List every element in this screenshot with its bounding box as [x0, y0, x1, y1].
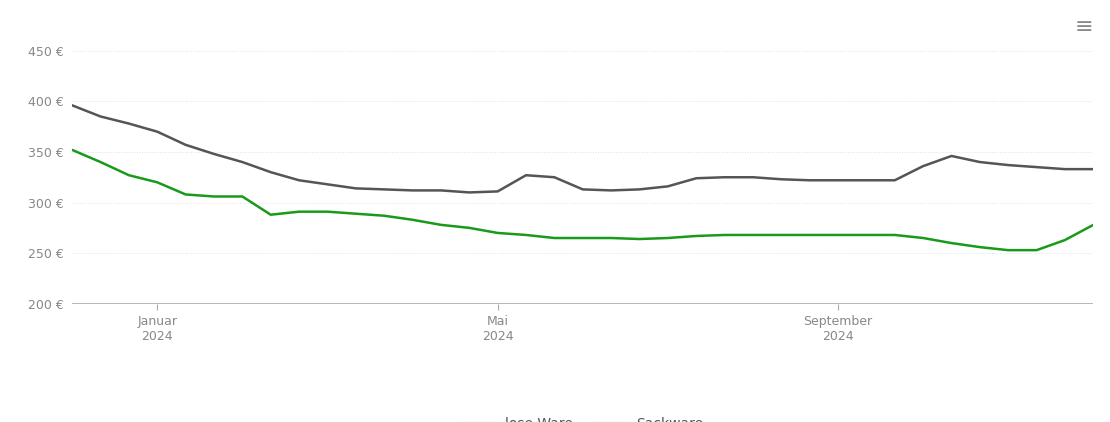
Legend: lose Ware, Sackware: lose Ware, Sackware: [456, 411, 709, 422]
Text: ≡: ≡: [1074, 17, 1093, 37]
